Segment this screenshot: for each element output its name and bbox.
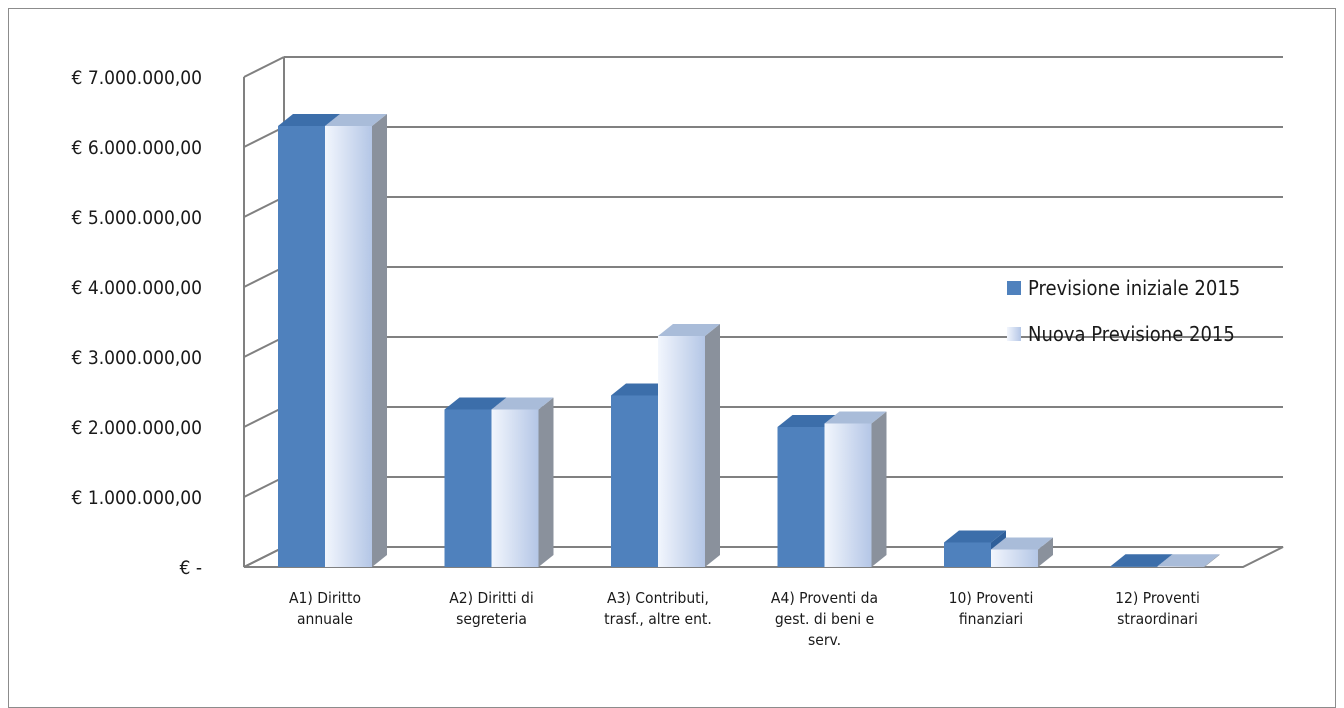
- bar-face: [658, 336, 705, 567]
- y-tick-label: € 6.000.000,00: [72, 137, 202, 159]
- bar-side: [1204, 554, 1220, 567]
- bar-side: [372, 114, 387, 567]
- y-tick-label: € 1.000.000,00: [72, 487, 202, 509]
- legend-swatch: [1007, 327, 1021, 341]
- bar: [824, 411, 887, 567]
- gridline-side: [243, 266, 285, 288]
- gridline-side: [243, 476, 285, 498]
- bar-face: [991, 549, 1038, 567]
- bar-top: [944, 530, 1006, 543]
- bar-face: [777, 427, 825, 567]
- legend-item: Nuova Previsione 2015: [1007, 322, 1235, 346]
- bars: [278, 114, 1220, 567]
- bar-top: [444, 397, 507, 410]
- bar-side: [871, 411, 887, 567]
- x-tick-label: 10) Proventi: [949, 589, 1034, 607]
- gridline-side: [243, 336, 285, 358]
- gridline-side: [243, 196, 285, 218]
- x-tick-label: straordinari: [1117, 610, 1198, 628]
- bar-face: [444, 409, 492, 567]
- legend-label: Previsione iniziale 2015: [1028, 276, 1240, 300]
- x-tick-label: serv.: [808, 631, 841, 649]
- bar-chart: € - € 1.000.000,00 € 2.000.000,00 € 3.000.0…: [72, 56, 1284, 649]
- bar-top: [611, 383, 673, 396]
- y-tick-label: € -: [180, 557, 202, 579]
- bar-face: [611, 395, 658, 567]
- x-tick-label: A1) Diritto: [289, 589, 361, 607]
- bar-top: [1157, 554, 1220, 567]
- bar-top: [325, 114, 387, 126]
- bar-side: [705, 324, 720, 567]
- x-tick-label: A2) Diritti di: [449, 589, 533, 607]
- gridlines: [243, 56, 1284, 568]
- legend-item: Previsione iniziale 2015: [1007, 276, 1240, 300]
- legend-swatch: [1007, 281, 1021, 295]
- x-axis-categories: A1) Diritto annuale A2) Diritti di segreter…: [289, 589, 1200, 649]
- legend-label: Nuova Previsione 2015: [1028, 322, 1235, 346]
- x-tick-label: A3) Contributi,: [607, 589, 709, 607]
- bar-top: [491, 397, 554, 410]
- bar-top: [991, 537, 1053, 550]
- x-tick-label: 12) Proventi: [1115, 589, 1200, 607]
- y-tick-label: € 2.000.000,00: [72, 417, 202, 439]
- gridline-side: [243, 546, 285, 568]
- y-tick-label: € 7.000.000,00: [72, 67, 202, 89]
- bar-top: [658, 324, 720, 336]
- x-tick-label: gest. di beni e: [775, 610, 874, 628]
- bar-top: [278, 114, 340, 126]
- bar-top: [777, 415, 840, 427]
- bar-top: [824, 411, 887, 424]
- bar: [491, 397, 554, 567]
- bar-top: [1110, 554, 1173, 567]
- gridline-side: [243, 126, 285, 148]
- bar: [658, 324, 720, 567]
- bar-face: [824, 423, 872, 567]
- y-tick-label: € 4.000.000,00: [72, 277, 202, 299]
- bar-face: [1110, 566, 1158, 567]
- x-tick-label: A4) Proventi da: [771, 589, 878, 607]
- bar: [991, 537, 1053, 567]
- x-tick-label: finanziari: [959, 610, 1023, 628]
- y-tick-label: € 5.000.000,00: [72, 207, 202, 229]
- bar-side: [1038, 537, 1053, 567]
- bar-face: [944, 542, 991, 567]
- y-tick-label: € 3.000.000,00: [72, 347, 202, 369]
- bar-face: [491, 409, 539, 567]
- legend: Previsione iniziale 2015 Nuova Previsione…: [1007, 276, 1240, 346]
- gridline-side: [243, 56, 285, 78]
- x-tick-label: segreteria: [456, 610, 527, 628]
- bar-face: [1157, 566, 1205, 567]
- gridline-side: [243, 406, 285, 428]
- bar-side: [538, 397, 554, 567]
- bar-face: [325, 126, 372, 567]
- bar: [1157, 554, 1220, 567]
- y-axis-ticks: € - € 1.000.000,00 € 2.000.000,00 € 3.000.0…: [72, 67, 202, 579]
- x-tick-label: annuale: [297, 610, 353, 628]
- bar-face: [278, 126, 325, 567]
- bar: [325, 114, 387, 567]
- x-tick-label: trasf., altre ent.: [604, 610, 712, 628]
